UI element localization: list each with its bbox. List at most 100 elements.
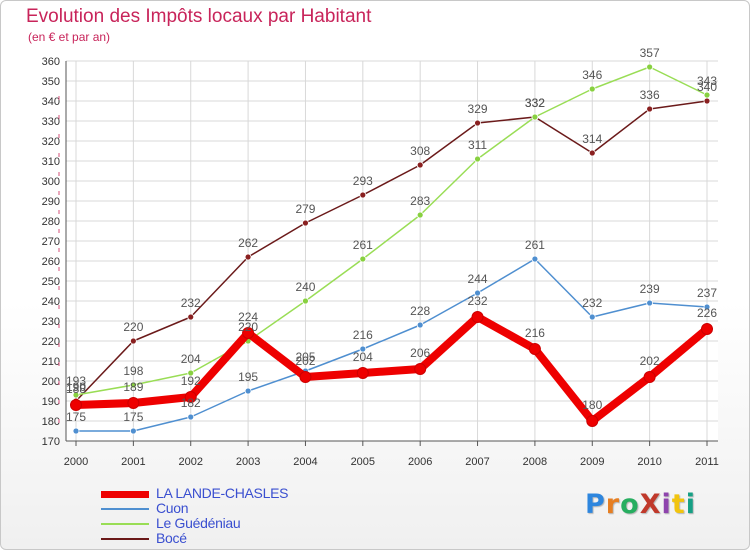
data-point-le-guedeniau	[72, 391, 80, 399]
brand-letter: o	[620, 489, 640, 520]
x-tick-label: 2002	[178, 456, 202, 468]
data-point-le-guedeniau	[474, 155, 481, 163]
data-label-la-lande-chasles: 189	[123, 380, 143, 394]
data-point-cuon	[359, 345, 367, 353]
brand-logo: ProXiti	[585, 489, 696, 520]
data-point-cuon	[244, 387, 252, 395]
legend-label: Le Guédéniau	[156, 515, 241, 531]
data-point-boce	[588, 149, 596, 157]
data-label-cuon: 244	[468, 272, 488, 286]
data-label-le-guedeniau: 198	[123, 364, 143, 378]
data-label-la-lande-chasles: 202	[640, 354, 660, 368]
data-label-boce: 308	[410, 144, 430, 158]
data-point-boce	[416, 161, 424, 169]
data-point-la-lande-chasles	[701, 323, 713, 335]
data-label-boce: 314	[582, 132, 602, 146]
y-tick-label: 290	[42, 196, 60, 208]
data-point-boce	[703, 97, 711, 105]
series-line-boce	[75, 100, 708, 402]
series-line-le-guedeniau	[75, 66, 708, 396]
data-point-la-lande-chasles	[528, 343, 541, 355]
y-tick-label: 280	[42, 216, 60, 228]
data-label-la-lande-chasles: 188	[66, 382, 86, 396]
data-label-la-lande-chasles: 192	[181, 374, 201, 388]
data-point-cuon	[474, 289, 481, 297]
data-label-boce: 336	[640, 88, 660, 102]
data-label-boce: 332	[525, 96, 545, 110]
data-point-le-guedeniau	[359, 255, 367, 263]
brand-letter: t	[671, 489, 686, 520]
y-tick-label: 320	[42, 136, 60, 148]
data-point-cuon	[588, 313, 596, 321]
data-label-le-guedeniau: 283	[410, 194, 430, 208]
data-point-cuon	[72, 427, 80, 435]
x-tick-label: 2011	[695, 456, 719, 468]
data-point-la-lande-chasles	[471, 311, 484, 323]
data-point-la-lande-chasles	[586, 415, 599, 427]
data-label-boce: 329	[468, 102, 488, 116]
data-point-cuon	[129, 427, 137, 435]
data-point-la-lande-chasles	[643, 371, 656, 383]
data-label-la-lande-chasles: 224	[238, 310, 258, 324]
x-tick-label: 2009	[580, 456, 604, 468]
data-label-le-guedeniau: 346	[582, 68, 602, 82]
brand-letter: i	[685, 489, 696, 520]
data-label-cuon: 261	[525, 238, 545, 252]
data-point-le-guedeniau	[302, 297, 309, 305]
data-label-boce: 232	[181, 296, 201, 310]
data-label-le-guedeniau: 240	[295, 280, 315, 294]
data-point-cuon	[416, 321, 424, 329]
data-point-cuon	[703, 303, 711, 311]
data-point-le-guedeniau	[129, 381, 137, 389]
data-point-la-lande-chasles	[299, 371, 312, 383]
x-tick-label: 2007	[465, 456, 489, 468]
x-tick-label: 2004	[293, 456, 317, 468]
data-label-le-guedeniau: 261	[353, 238, 373, 252]
data-point-boce	[187, 313, 195, 321]
brand-letter: r	[605, 489, 621, 520]
data-label-la-lande-chasles: 202	[295, 354, 315, 368]
y-tick-label: 310	[42, 156, 60, 168]
data-label-cuon: 232	[582, 296, 602, 310]
x-tick-label: 2008	[523, 456, 547, 468]
data-point-boce	[474, 119, 481, 127]
y-tick-label: 270	[42, 236, 60, 248]
data-label-la-lande-chasles: 216	[525, 326, 545, 340]
brand-letter: i	[661, 489, 672, 520]
data-label-cuon: 182	[181, 396, 201, 410]
y-tick-label: 220	[42, 336, 60, 348]
data-label-cuon: 216	[353, 328, 373, 342]
data-point-boce	[646, 105, 654, 113]
x-tick-label: 2003	[236, 456, 260, 468]
data-label-cuon: 175	[123, 410, 143, 424]
data-label-cuon: 239	[640, 282, 660, 296]
data-label-la-lande-chasles: 232	[468, 294, 488, 308]
data-label-boce: 340	[697, 80, 717, 94]
data-label-boce: 262	[238, 236, 258, 250]
legend-label: Bocé	[156, 530, 187, 546]
data-point-boce	[359, 191, 367, 199]
y-tick-label: 190	[42, 396, 60, 408]
data-point-boce	[244, 253, 252, 261]
data-label-boce: 220	[123, 320, 143, 334]
legend-label: LA LANDE-CHASLES	[156, 485, 289, 501]
y-tick-label: 250	[42, 276, 60, 288]
brand-letter: P	[585, 489, 606, 520]
data-label-la-lande-chasles: 204	[353, 350, 373, 364]
y-tick-label: 330	[42, 116, 60, 128]
data-point-cuon	[187, 413, 195, 421]
data-point-le-guedeniau	[187, 369, 195, 377]
data-label-le-guedeniau: 357	[640, 46, 660, 60]
data-point-cuon	[646, 299, 654, 307]
brand-letter: X	[639, 489, 662, 520]
data-label-cuon: 175	[66, 410, 86, 424]
data-label-le-guedeniau: 311	[468, 138, 487, 152]
y-tick-label: 260	[42, 256, 60, 268]
data-point-boce	[129, 337, 137, 345]
y-tick-label: 360	[42, 56, 60, 68]
data-label-le-guedeniau: 193	[66, 374, 86, 388]
x-tick-label: 2010	[637, 456, 661, 468]
series-line-la-lande-chasles	[72, 313, 711, 425]
